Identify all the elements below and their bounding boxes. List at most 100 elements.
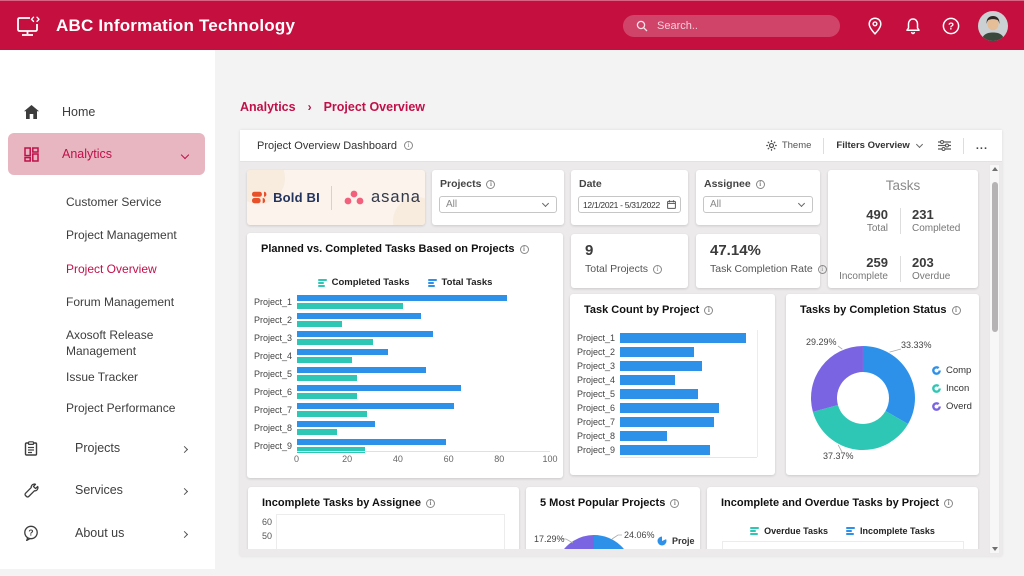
search-input[interactable] <box>657 20 817 32</box>
bar-completed-tasks[interactable] <box>296 411 368 417</box>
sidebar-subitem-customer-service[interactable]: Customer Service <box>66 195 162 209</box>
x-tick: 20 <box>342 454 353 464</box>
scrollbar-thumb[interactable] <box>991 182 998 332</box>
bar-total-tasks[interactable] <box>296 403 454 409</box>
dashboard-container: Project Overview Dashboard Theme Filters… <box>240 130 1002 556</box>
legend-item[interactable]: Total Tasks <box>427 277 493 288</box>
projects-dropdown[interactable]: All <box>439 196 557 213</box>
breadcrumb-analytics[interactable]: Analytics <box>240 100 296 114</box>
asana-logo-icon <box>344 190 364 205</box>
legend-item[interactable]: Incon <box>932 383 969 394</box>
assignee-dropdown[interactable]: All <box>703 196 813 213</box>
chart-legend: Completed Tasks Total Tasks <box>247 277 563 288</box>
bar-task-count[interactable] <box>619 333 747 343</box>
legend-label: Incon <box>946 383 970 394</box>
bar-category-label: Project_9 <box>576 445 615 455</box>
bar-task-count[interactable] <box>619 361 703 371</box>
sidebar-subitem-project-performance[interactable]: Project Performance <box>66 401 176 415</box>
info-icon[interactable] <box>670 498 680 508</box>
bar-completed-tasks[interactable] <box>296 321 343 327</box>
sidebar-item-projects[interactable]: Projects <box>0 431 215 465</box>
sidebar-subitem-issue-tracker[interactable]: Issue Tracker <box>66 370 139 384</box>
more-options-button[interactable]: ... <box>975 139 988 152</box>
info-icon[interactable] <box>425 498 435 508</box>
avatar-image <box>978 11 1008 41</box>
pie-slice[interactable] <box>559 535 594 549</box>
bar-total-tasks[interactable] <box>296 295 507 301</box>
bar-task-count[interactable] <box>619 417 715 427</box>
sidebar-item-about-us[interactable]: ? About us <box>0 516 215 550</box>
app-logo[interactable] <box>16 14 42 38</box>
legend-item[interactable]: Comp <box>932 365 971 376</box>
bar-total-tasks[interactable] <box>296 385 462 391</box>
bar-completed-tasks[interactable] <box>296 429 338 435</box>
sidebar-item-analytics[interactable]: Analytics <box>0 137 215 171</box>
help-button[interactable]: ? <box>939 1 963 51</box>
bar-task-count[interactable] <box>619 445 710 455</box>
bar-total-tasks[interactable] <box>296 331 434 337</box>
info-icon[interactable] <box>755 179 765 189</box>
sidebar-item-services[interactable]: Services <box>0 473 215 507</box>
bar-completed-tasks[interactable] <box>296 303 403 309</box>
x-tick: 0 <box>293 454 300 464</box>
logos-tile: Bold BI asana <box>247 170 425 225</box>
legend-item[interactable]: Overd <box>932 401 972 412</box>
info-icon[interactable] <box>704 305 714 315</box>
bar-total-tasks[interactable] <box>296 349 388 355</box>
slice-label: 37.37% <box>823 451 854 461</box>
theme-button[interactable]: Theme <box>766 140 811 151</box>
bar-task-count[interactable] <box>619 347 695 357</box>
bar-completed-tasks[interactable] <box>296 375 358 381</box>
search-box[interactable] <box>623 15 840 37</box>
bar-completed-tasks[interactable] <box>296 339 373 345</box>
legend-label: Total Tasks <box>441 277 493 288</box>
legend-label: Incomplete Tasks <box>860 526 935 536</box>
sidebar-subitem-forum-management[interactable]: Forum Management <box>66 295 175 309</box>
bar-task-count[interactable] <box>619 431 667 441</box>
date-range-input[interactable]: 12/1/2021 - 5/31/2022 <box>578 196 681 213</box>
bar-task-count[interactable] <box>619 403 719 413</box>
help-icon: ? <box>942 17 960 35</box>
legend-item[interactable]: Overdue Tasks <box>750 526 828 536</box>
sidebar-subitem-project-overview[interactable]: Project Overview <box>66 262 157 276</box>
bar-completed-tasks[interactable] <box>296 393 358 399</box>
info-icon[interactable] <box>653 264 663 274</box>
user-avatar[interactable] <box>978 11 1008 41</box>
info-icon[interactable] <box>944 498 954 508</box>
label-leader-line <box>611 534 622 540</box>
bar-total-tasks[interactable] <box>296 439 447 445</box>
location-button[interactable] <box>863 1 887 51</box>
bar-total-tasks[interactable] <box>296 313 421 319</box>
bar-completed-tasks[interactable] <box>296 357 353 363</box>
chart-title: 5 Most Popular Projects <box>540 497 666 509</box>
notifications-button[interactable] <box>901 1 925 51</box>
location-pin-icon <box>868 17 882 35</box>
info-icon[interactable] <box>951 305 961 315</box>
info-icon[interactable] <box>404 141 414 150</box>
info-icon[interactable] <box>817 264 827 274</box>
sidebar-subitem-axosoft-release-management[interactable]: Axosoft Release Management <box>66 328 154 358</box>
donut-slice[interactable] <box>863 346 915 424</box>
label-leader-line <box>560 538 574 544</box>
bar-category-label: Project_8 <box>253 423 292 433</box>
sidebar-item-home[interactable]: Home <box>0 95 215 129</box>
bar-task-count[interactable] <box>619 389 698 399</box>
breadcrumb-project-overview[interactable]: Project Overview <box>323 100 426 114</box>
donut-slice[interactable] <box>812 404 909 451</box>
bar-total-tasks[interactable] <box>296 421 376 427</box>
filter-settings-button[interactable] <box>937 140 951 151</box>
bar-completed-tasks[interactable] <box>296 447 365 453</box>
scrollbar-up-arrow[interactable] <box>990 167 999 171</box>
scrollbar-down-arrow[interactable] <box>990 547 999 551</box>
bar-task-count[interactable] <box>619 375 675 385</box>
info-icon[interactable] <box>486 179 496 189</box>
sidebar-subitem-project-management[interactable]: Project Management <box>66 228 177 242</box>
donut-slice[interactable] <box>811 346 863 412</box>
legend-item[interactable]: Completed Tasks <box>317 277 410 288</box>
pie-slice[interactable] <box>594 535 633 549</box>
bar-total-tasks[interactable] <box>296 367 426 373</box>
filters-overview-button[interactable]: Filters Overview <box>836 140 923 151</box>
legend-item[interactable]: Incomplete Tasks <box>846 526 935 536</box>
info-icon[interactable] <box>519 244 529 254</box>
legend-item[interactable]: Proje <box>657 536 695 546</box>
